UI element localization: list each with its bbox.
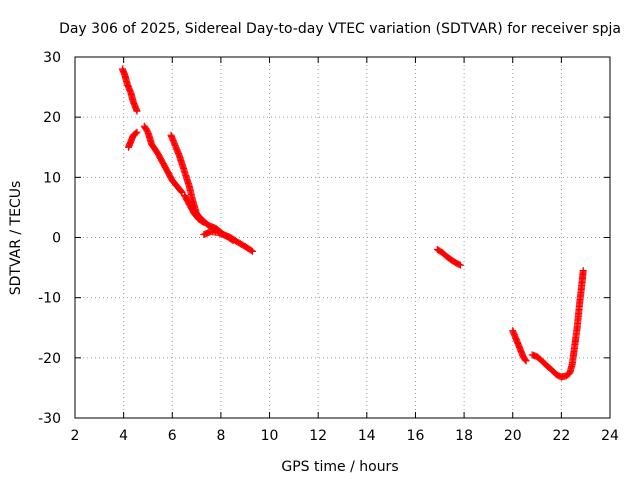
x-tick-label: 22 xyxy=(552,428,570,444)
y-tick-label: 10 xyxy=(43,170,61,186)
y-tick-label: -20 xyxy=(38,351,61,367)
data-point xyxy=(133,107,141,115)
y-tick-label: 0 xyxy=(52,231,61,247)
data-point xyxy=(456,261,464,269)
x-tick-label: 16 xyxy=(407,428,425,444)
x-tick-label: 12 xyxy=(309,428,327,444)
y-axis-label: SDTVAR / TECUs xyxy=(8,181,24,296)
chart-title: Day 306 of 2025, Sidereal Day-to-day VTE… xyxy=(59,21,621,37)
data-point xyxy=(132,129,140,137)
x-tick-label: 24 xyxy=(601,428,619,444)
x-tick-label: 8 xyxy=(216,428,225,444)
data-point xyxy=(249,247,257,255)
x-axis-label: GPS time / hours xyxy=(281,459,398,475)
x-tick-labels: 2 4 6 8 10 12 14 16 18 20 22 24 xyxy=(71,428,619,444)
x-tick-label: 6 xyxy=(168,428,177,444)
grid xyxy=(75,57,610,418)
x-tick-label: 20 xyxy=(504,428,522,444)
y-tick-label: -10 xyxy=(38,291,61,307)
data-point xyxy=(200,218,208,226)
data-point xyxy=(133,128,141,136)
axis-ticks xyxy=(74,56,611,419)
data-points xyxy=(118,65,587,381)
data-point xyxy=(522,357,530,365)
data-point xyxy=(199,218,207,226)
x-tick-label: 10 xyxy=(261,428,279,444)
data-point xyxy=(177,187,185,195)
data-point xyxy=(579,267,587,275)
data-point xyxy=(521,356,529,364)
data-point xyxy=(229,237,237,245)
x-tick-label: 2 xyxy=(71,428,80,444)
x-tick-label: 4 xyxy=(119,428,128,444)
y-tick-labels: -30 -20 -10 0 10 20 30 xyxy=(38,50,61,427)
data-point xyxy=(228,236,236,244)
y-tick-label: 30 xyxy=(43,50,61,66)
data-point xyxy=(455,261,463,269)
y-tick-label: 20 xyxy=(43,110,61,126)
data-point xyxy=(247,247,255,255)
y-tick-label: -30 xyxy=(38,411,61,427)
x-tick-label: 18 xyxy=(455,428,473,444)
x-tick-label: 14 xyxy=(358,428,376,444)
